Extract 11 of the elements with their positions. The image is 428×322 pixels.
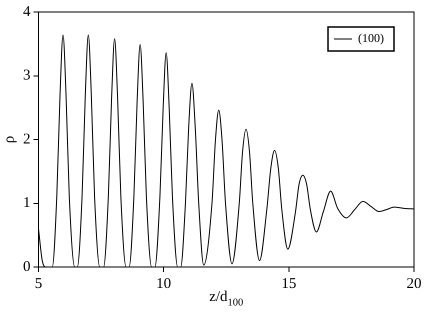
y-tick-label: 1 bbox=[23, 195, 30, 212]
y-tick-label: 4 bbox=[23, 4, 31, 20]
x-tick-label: 20 bbox=[406, 276, 422, 292]
x-tick-label: 10 bbox=[156, 276, 172, 292]
legend-label: (100) bbox=[358, 31, 384, 46]
y-tick-label: 3 bbox=[23, 68, 30, 84]
y-axis-title: ρ bbox=[2, 136, 18, 144]
y-tick-label: 2 bbox=[23, 131, 30, 148]
y-tick-label: 0 bbox=[23, 258, 30, 275]
x-tick-label: 5 bbox=[34, 276, 42, 292]
x-tick-label: 15 bbox=[281, 276, 296, 292]
